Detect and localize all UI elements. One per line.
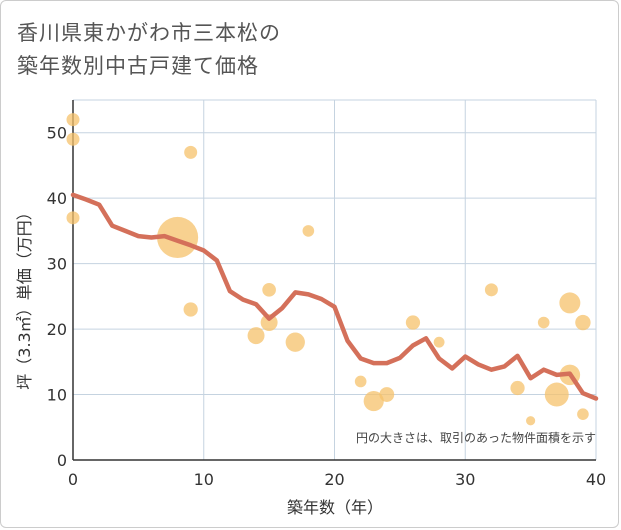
data-bubble (537, 316, 550, 329)
y-tick-label: 20 (47, 320, 67, 339)
data-bubble (379, 387, 395, 402)
x-tick-label: 20 (324, 470, 344, 489)
data-bubble (302, 225, 315, 237)
data-bubble (184, 145, 198, 159)
data-bubble (260, 314, 278, 332)
x-tick-label: 10 (194, 470, 214, 489)
chart-title-line-2: 築年数別中古戸建て価格 (17, 54, 259, 78)
data-bubble (247, 327, 265, 345)
y-tick-label: 50 (47, 124, 67, 143)
data-bubble (484, 283, 498, 297)
y-tick-label: 0 (57, 451, 67, 470)
data-bubble (559, 292, 581, 314)
data-bubble (544, 382, 569, 407)
y-axis-label: 坪（3.3㎡）単価（万円） (15, 204, 34, 389)
data-bubble (575, 314, 591, 331)
data-bubble (66, 113, 80, 127)
y-tick-label: 40 (47, 189, 67, 208)
data-bubble (526, 416, 536, 426)
data-bubble (157, 216, 199, 259)
data-bubble (66, 211, 80, 225)
trend-layer (70, 192, 599, 401)
data-bubble (363, 391, 384, 412)
grid-lines (73, 99, 597, 460)
y-tick-label: 30 (47, 255, 67, 274)
data-bubble (510, 380, 525, 396)
size-note: 円の大きさは、取引のあった物件面積を示す (356, 430, 596, 445)
x-axis-label: 築年数（年） (287, 498, 383, 517)
y-tick-label: 10 (47, 386, 67, 405)
data-bubble (262, 283, 276, 297)
data-bubble (285, 332, 305, 352)
chart-title-line-1: 香川県東かがわ市三本松の (17, 21, 281, 45)
chart-title: 香川県東かがわ市三本松の 築年数別中古戸建て価格 (17, 17, 577, 83)
x-tick-label: 0 (68, 470, 78, 489)
tick-labels: 0 10 20 30 40 0 10 20 30 40 50 (47, 124, 607, 489)
x-tick-label: 40 (586, 470, 606, 489)
x-tick-label: 30 (455, 470, 475, 489)
data-bubble (577, 408, 589, 420)
data-bubble (354, 375, 367, 388)
plot-frame (72, 100, 596, 461)
data-bubble (66, 132, 80, 146)
data-bubble (433, 336, 445, 348)
trend-line (70, 192, 599, 401)
data-bubble (405, 315, 421, 330)
bubble-layer (66, 113, 591, 426)
data-bubble (183, 302, 198, 317)
